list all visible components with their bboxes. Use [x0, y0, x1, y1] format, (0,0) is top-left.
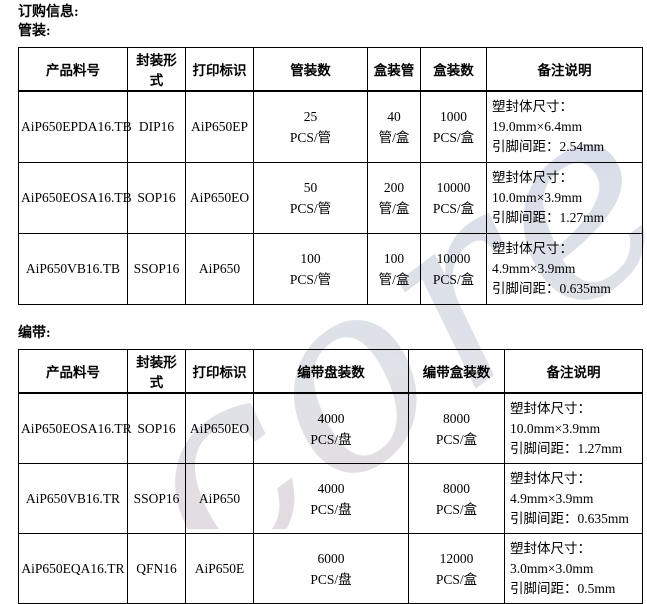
- qty-per-box: 1000 PCS/盒: [420, 90, 487, 163]
- col-header-qty-per-box: 盒装数: [420, 47, 487, 92]
- marking: AiP650EO: [185, 162, 254, 234]
- marking: AiP650: [185, 233, 254, 305]
- remark: 塑封体尺寸： 10.0mm×3.9mm 引脚间距：1.27mm: [486, 162, 643, 234]
- col-header-part-number: 产品料号: [18, 349, 128, 394]
- part-number: AiP650EOSA16.TB: [18, 162, 132, 234]
- part-number: AiP650EPDA16.TB: [18, 90, 132, 163]
- qty-per-reel: 4000 PCS/盘: [253, 392, 409, 464]
- tube-section-label: 管装:: [18, 24, 51, 39]
- tube-packing-table: 产品料号 封装形式 打印标识 管装数 盒装管 盒装数 备注说明 AiP650EP…: [18, 47, 643, 305]
- table-row: AiP650EQA16.TR QFN16 AiP650E 6000 PCS/盘 …: [18, 533, 643, 604]
- col-header-qty-per-tube: 管装数: [253, 47, 368, 92]
- col-header-remark: 备注说明: [504, 349, 643, 394]
- package-type: SSOP16: [127, 463, 186, 534]
- qty-per-reel: 6000 PCS/盘: [253, 533, 409, 604]
- package-type: SOP16: [127, 162, 186, 234]
- qty-per-box: 10000 PCS/盒: [420, 162, 487, 234]
- part-number: AiP650VB16.TR: [18, 463, 128, 534]
- table-row: AiP650VB16.TB SSOP16 AiP650 100 PCS/管 10…: [18, 233, 643, 305]
- remark: 塑封体尺寸： 4.9mm×3.9mm 引脚间距：0.635mm: [486, 233, 643, 305]
- marking: AiP650EO: [185, 392, 254, 464]
- marking: AiP650E: [185, 533, 254, 604]
- col-header-marking: 打印标识: [185, 349, 254, 394]
- col-header-qty-per-box: 编带盒装数: [408, 349, 505, 394]
- table-row: AiP650EOSA16.TB SOP16 AiP650EO 50 PCS/管 …: [18, 162, 643, 234]
- part-number: AiP650EOSA16.TR: [18, 392, 132, 464]
- qty-per-box: 8000 PCS/盒: [408, 392, 505, 464]
- col-header-qty-per-reel: 编带盘装数: [253, 349, 409, 394]
- col-header-package: 封装形式: [127, 47, 186, 92]
- remark: 塑封体尺寸： 19.0mm×6.4mm 引脚间距：2.54mm: [486, 90, 643, 163]
- package-type: SOP16: [127, 392, 186, 464]
- package-type: QFN16: [127, 533, 186, 604]
- tubes-per-box: 200 管/盒: [367, 162, 421, 234]
- remark: 塑封体尺寸： 3.0mm×3.0mm 引脚间距：0.5mm: [504, 533, 643, 604]
- part-number: AiP650EQA16.TR: [18, 533, 128, 604]
- table-row: AiP650EPDA16.TB DIP16 AiP650EP 25 PCS/管 …: [18, 90, 643, 163]
- remark: 塑封体尺寸： 10.0mm×3.9mm 引脚间距：1.27mm: [504, 392, 643, 464]
- package-type: DIP16: [127, 90, 186, 163]
- qty-per-tube: 50 PCS/管: [253, 162, 368, 234]
- table-row: AiP650VB16.TR SSOP16 AiP650 4000 PCS/盘 8…: [18, 463, 643, 534]
- tube-table-header-row: 产品料号 封装形式 打印标识 管装数 盒装管 盒装数 备注说明: [18, 47, 643, 92]
- marking: AiP650: [185, 463, 254, 534]
- qty-per-reel: 4000 PCS/盘: [253, 463, 409, 534]
- tubes-per-box: 100 管/盒: [367, 233, 421, 305]
- qty-per-box: 8000 PCS/盒: [408, 463, 505, 534]
- tubes-per-box: 40 管/盒: [367, 90, 421, 163]
- col-header-tubes-per-box: 盒装管: [367, 47, 421, 92]
- page-title: 订购信息:: [18, 5, 79, 20]
- reel-table-header-row: 产品料号 封装形式 打印标识 编带盘装数 编带盒装数 备注说明: [18, 349, 643, 394]
- qty-per-tube: 100 PCS/管: [253, 233, 368, 305]
- qty-per-tube: 25 PCS/管: [253, 90, 368, 163]
- part-number: AiP650VB16.TB: [18, 233, 128, 305]
- col-header-remark: 备注说明: [486, 47, 643, 92]
- table-row: AiP650EOSA16.TR SOP16 AiP650EO 4000 PCS/…: [18, 392, 643, 464]
- qty-per-box: 12000 PCS/盒: [408, 533, 505, 604]
- remark: 塑封体尺寸： 4.9mm×3.9mm 引脚间距：0.635mm: [504, 463, 643, 534]
- reel-section-label: 编带:: [18, 326, 51, 341]
- col-header-marking: 打印标识: [185, 47, 254, 92]
- package-type: SSOP16: [127, 233, 186, 305]
- marking: AiP650EP: [185, 90, 254, 163]
- col-header-package: 封装形式: [127, 349, 186, 394]
- tape-reel-packing-table: 产品料号 封装形式 打印标识 编带盘装数 编带盒装数 备注说明 AiP650EO…: [18, 349, 643, 604]
- qty-per-box: 10000 PCS/盒: [420, 233, 487, 305]
- col-header-part-number: 产品料号: [18, 47, 128, 92]
